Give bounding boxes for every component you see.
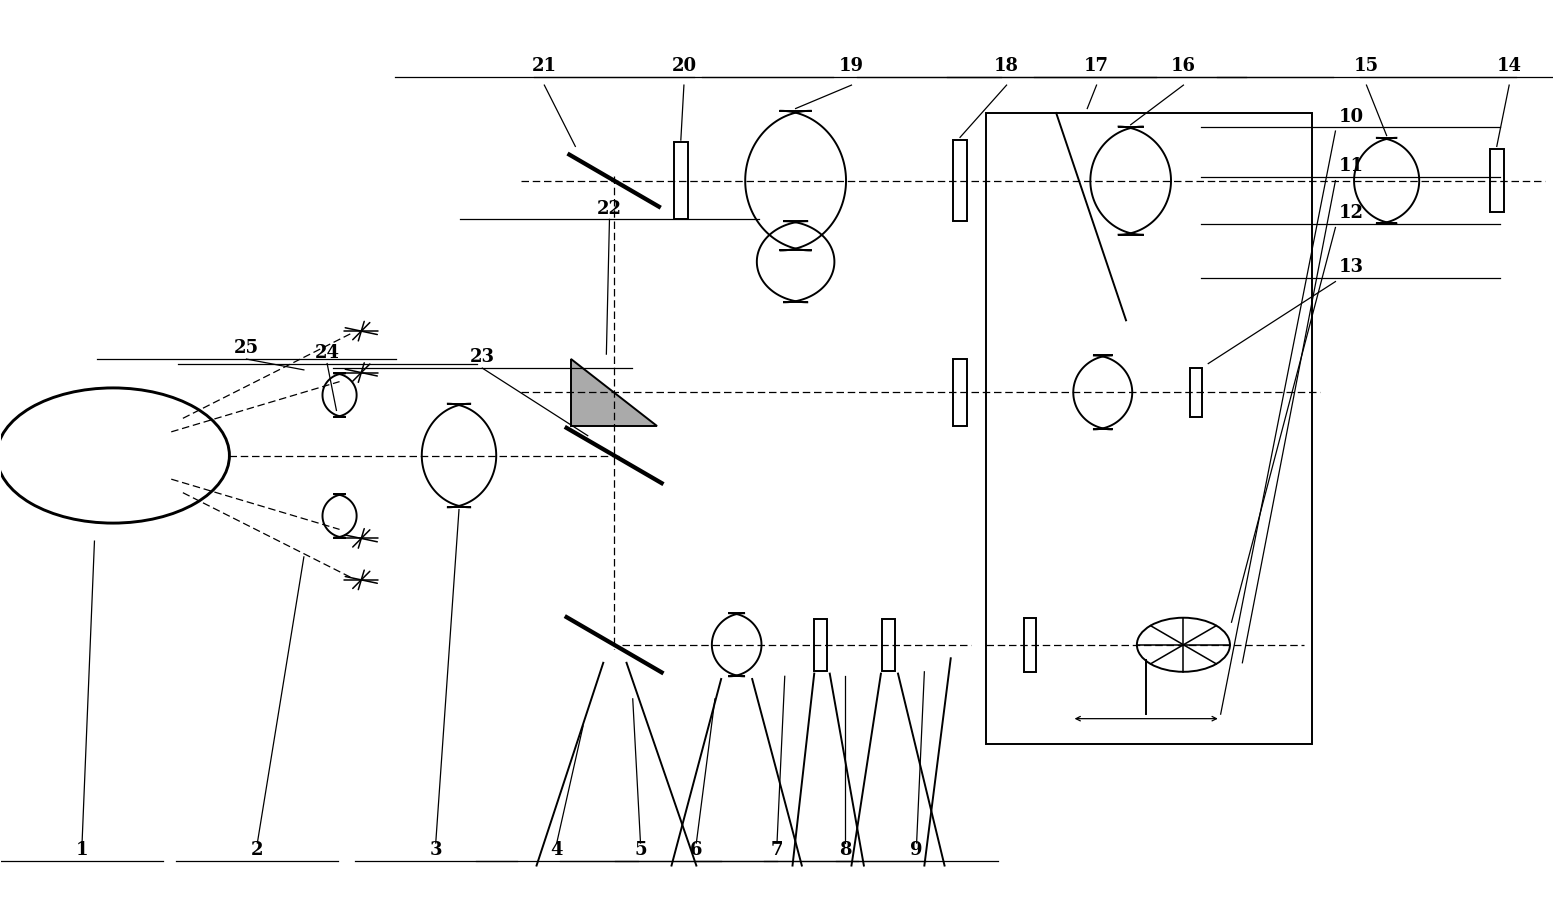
Text: 9: 9 (911, 841, 923, 859)
Polygon shape (572, 359, 657, 427)
Bar (1190, 368, 1203, 418)
Text: 19: 19 (839, 57, 864, 75)
Bar (1490, 150, 1504, 213)
Text: 20: 20 (671, 57, 696, 75)
Text: 7: 7 (771, 841, 783, 859)
Text: 13: 13 (1338, 258, 1363, 276)
Text: 12: 12 (1338, 204, 1363, 222)
Text: 8: 8 (839, 841, 852, 859)
Text: 3: 3 (429, 841, 441, 859)
Bar (987, 114, 1312, 744)
Text: 5: 5 (634, 841, 646, 859)
Text: 15: 15 (1354, 57, 1378, 75)
Text: 14: 14 (1497, 57, 1521, 75)
Text: 11: 11 (1338, 157, 1363, 175)
Text: 25: 25 (235, 339, 260, 357)
Text: 1: 1 (76, 841, 89, 859)
Bar (1024, 618, 1037, 672)
Text: 4: 4 (550, 841, 563, 859)
Text: 17: 17 (1085, 57, 1110, 75)
Bar (674, 144, 688, 219)
Bar (953, 359, 967, 427)
Text: 24: 24 (314, 343, 340, 361)
Bar (953, 141, 967, 222)
Text: 2: 2 (252, 841, 264, 859)
Text: 23: 23 (469, 348, 494, 366)
Text: 22: 22 (597, 200, 622, 218)
Text: 6: 6 (690, 841, 702, 859)
Text: 16: 16 (1170, 57, 1197, 75)
Text: 18: 18 (995, 57, 1019, 75)
Text: 21: 21 (531, 57, 556, 75)
Text: 10: 10 (1338, 107, 1363, 126)
Bar (883, 619, 895, 671)
Bar (814, 619, 827, 671)
